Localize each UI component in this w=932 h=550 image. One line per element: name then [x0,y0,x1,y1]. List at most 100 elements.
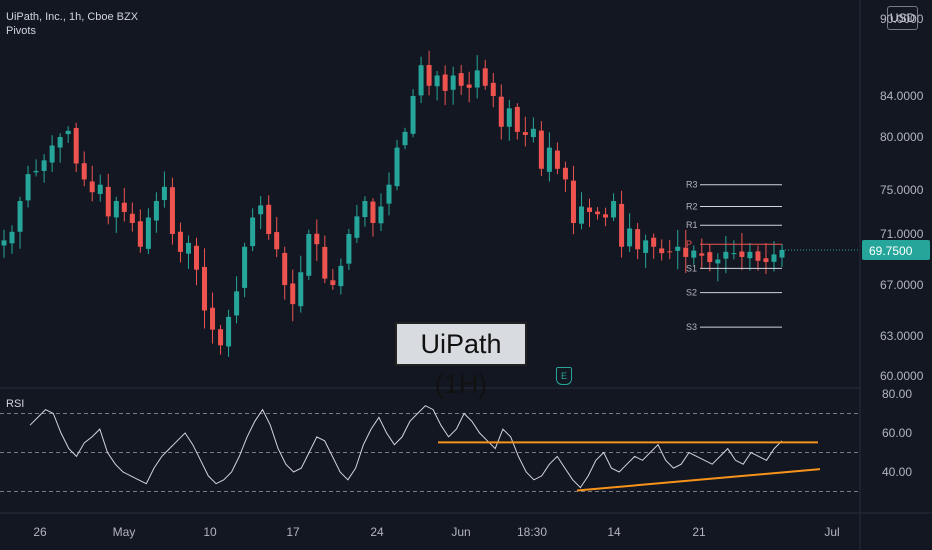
candle-body [771,254,777,262]
candle-body [346,234,352,264]
time-tick-label: 24 [370,525,384,539]
candle-body [161,186,167,201]
candle-body [1,240,7,246]
pivot-label-r3: R3 [686,180,698,190]
candle-body [121,202,127,212]
pivot-label-s1: S1 [686,263,697,273]
candle-body [362,201,368,218]
candle-body [394,147,400,187]
indicator-pivots-label[interactable]: Pivots [6,25,36,37]
candle-body [643,240,649,253]
price-tick-top-label: 90.0000 [880,12,924,26]
candle-body [514,106,520,132]
time-tick-label: May [113,525,136,539]
candle-body [739,251,745,257]
candle-body [185,242,191,254]
candle-body [635,229,641,250]
symbol-title[interactable]: UiPath, Inc., 1h, Cboe BZX [6,11,139,23]
time-tick-label: Jul [824,525,839,539]
candle-body [65,130,71,135]
candle-body [97,184,103,194]
candle-body [169,187,175,234]
candle-body [298,272,304,307]
candle-body [266,204,272,234]
candle-body [242,246,248,288]
candle-body [554,150,560,169]
time-tick-label: 10 [203,525,217,539]
price-tick-label: 71.0000 [880,227,924,241]
candle-body [434,75,440,87]
candle-body [731,253,737,255]
rsi-line [29,405,783,489]
candle-body [578,206,584,224]
candle-body [218,329,224,346]
candle-body [426,65,432,86]
candle-body [290,283,296,305]
candle-body [707,252,713,263]
price-tick-label: 80.0000 [880,130,924,144]
candle-body [202,266,208,311]
pivot-label-r2: R2 [686,202,698,212]
candle-body [755,251,761,261]
candle-body [482,68,488,86]
earnings-icon[interactable]: E [556,367,572,385]
candle-body [458,73,464,86]
candle-body [546,147,552,172]
candle-body [603,214,609,218]
candle-body [779,249,785,258]
candle-body [763,258,769,263]
candle-body [137,221,143,247]
rsi-support-trendline[interactable] [576,468,821,492]
candle-body [386,184,392,204]
time-tick-label: Jun [451,525,470,539]
candle-body [498,96,504,127]
candle-body [659,248,665,254]
candle-body [25,174,31,201]
candle-body [683,247,689,257]
candle-body [314,233,320,245]
candle-body [506,108,512,127]
candle-body [354,216,360,238]
candle-body [715,259,721,264]
candle-body [282,252,288,285]
currency-button[interactable]: USD [887,6,918,30]
candle-body [691,250,697,258]
chart-header: UiPath, Inc., 1h, Cboe BZX Pivots [6,10,138,38]
candle-body [370,201,376,223]
price-tick-label: 75.0000 [880,183,924,197]
candle-body [210,307,216,330]
candle-body [418,65,424,96]
candle-body [338,265,344,287]
candle-body [105,186,111,217]
candle-body [442,74,448,91]
time-tick-label: 26 [33,525,47,539]
candle-body [699,253,705,256]
candle-body [747,251,753,259]
time-tick-label: 17 [286,525,300,539]
candle-body [378,206,384,224]
candle-body [522,132,528,135]
candle-body [595,211,601,215]
candle-body [651,237,657,247]
candle-body [226,316,232,347]
annotation-label[interactable]: UiPath (1H) [395,322,527,399]
price-tick-label: 60.0000 [880,369,924,383]
candle-body [81,163,87,180]
candle-body [410,96,416,134]
candle-body [129,213,135,223]
time-tick-label: 21 [692,525,706,539]
rsi-tick-label: 80.00 [882,387,912,401]
pivot-label-p: P [686,239,692,249]
pivot-label-r1: R1 [686,220,698,230]
pivot-label-s2: S2 [686,288,697,298]
candle-body [402,131,408,146]
candle-body [234,291,240,316]
candle-body [450,75,456,90]
candle-body [619,203,625,247]
rsi-tick-label: 40.00 [882,465,912,479]
candle-body [89,181,95,193]
price-tick-label: 84.0000 [880,89,924,103]
candle-body [49,145,55,163]
candle-body [57,137,63,148]
